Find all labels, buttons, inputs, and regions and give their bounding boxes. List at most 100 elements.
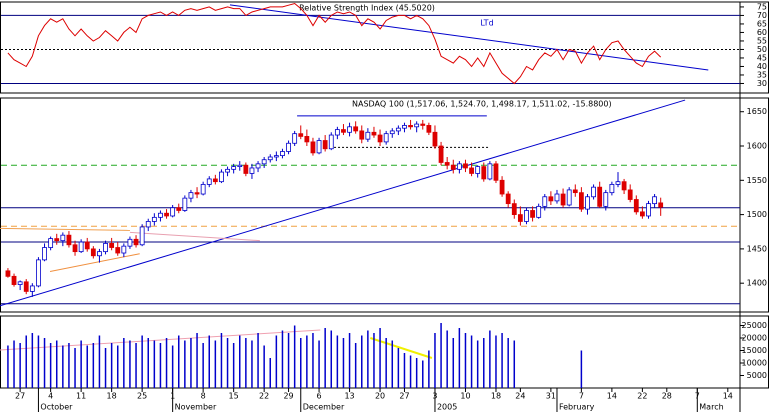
volume-bar	[43, 338, 46, 388]
candle-body	[426, 125, 432, 133]
month-label: 2005	[437, 403, 457, 412]
volume-bar	[184, 340, 186, 388]
volume-bar	[263, 345, 265, 388]
x-tick-label: 14	[607, 392, 617, 401]
candle-body	[249, 167, 255, 174]
y-tick-label: 65	[757, 19, 767, 28]
candle-body	[456, 163, 462, 170]
y-tick-label: 45	[757, 53, 767, 62]
candle-body	[615, 181, 621, 185]
candle-body	[127, 238, 133, 247]
y-tick-label: 15000	[742, 346, 767, 355]
volume-bar	[37, 335, 40, 388]
annotation: LTd	[480, 19, 493, 28]
volume-bar	[287, 333, 290, 388]
volume-bar	[324, 328, 326, 388]
candle-body	[36, 259, 41, 287]
volume-bar	[251, 340, 253, 388]
candle-body	[646, 203, 651, 217]
x-tick-label: 27	[399, 392, 409, 401]
y-tick-label: 1650	[747, 107, 767, 116]
x-tick-label: 22	[259, 392, 269, 401]
x-tick-label: 25	[137, 392, 147, 401]
volume-bar	[330, 330, 333, 388]
volume-bar	[312, 333, 314, 388]
candle-body	[255, 163, 261, 169]
candle-body	[383, 133, 389, 143]
volume-bar	[74, 348, 76, 388]
volume-bar	[177, 335, 180, 388]
candle-body	[237, 164, 243, 167]
volume-bar	[415, 358, 418, 388]
y-tick-label: 1550	[747, 176, 767, 185]
candle-body	[84, 241, 90, 250]
volume-bar	[336, 335, 339, 388]
volume-bar	[446, 330, 448, 388]
volume-bar	[507, 338, 509, 388]
candle-body	[578, 192, 584, 210]
trend-line	[49, 253, 140, 273]
y-tick-label: 1400	[747, 279, 767, 288]
volume-bar	[208, 335, 210, 388]
candle-body	[273, 155, 279, 158]
rsi-line	[7, 2, 662, 85]
x-tick-label: 10	[460, 392, 470, 401]
candle-body	[603, 192, 609, 207]
volume-bar	[483, 338, 485, 388]
volume-bar	[354, 343, 357, 388]
x-tick-label: 24	[515, 392, 525, 401]
volume-bar	[13, 340, 15, 388]
volume-bar	[171, 345, 174, 388]
candle-body	[164, 212, 169, 217]
candle-body	[42, 247, 47, 261]
trend-line	[129, 231, 260, 242]
candle-body	[72, 244, 78, 253]
x-tick-label: 18	[107, 392, 117, 401]
y-tick-label: 5000	[747, 371, 767, 380]
volume-bar	[141, 335, 143, 388]
candle-body	[267, 156, 273, 161]
trend-line	[0, 99, 686, 307]
volume-bar	[147, 338, 149, 388]
volume-bar	[409, 355, 412, 388]
candle-body	[609, 184, 615, 194]
volume-bar	[422, 360, 424, 388]
candle-body	[292, 133, 298, 144]
candle-body	[572, 189, 578, 194]
candle-body	[243, 164, 249, 174]
volume-bar	[385, 338, 387, 388]
volume-bar	[129, 340, 131, 388]
volume-bar	[159, 343, 162, 388]
candle-body	[212, 178, 218, 183]
volume-bar	[196, 333, 198, 388]
volume-bar	[397, 348, 400, 388]
candle-body	[139, 226, 145, 246]
volume-bar	[104, 348, 107, 388]
volume-bar	[489, 330, 491, 388]
x-tick-label: 13	[344, 392, 354, 401]
volume-bar	[458, 328, 461, 388]
candle-body	[298, 133, 304, 137]
volume-bar	[232, 343, 235, 388]
candle-body	[536, 205, 542, 218]
volume-bar	[123, 338, 125, 388]
candle-body	[133, 238, 139, 246]
candle-body	[365, 131, 371, 140]
x-tick-label: 7	[579, 392, 584, 401]
volume-bar	[257, 333, 259, 388]
volume-bar	[367, 330, 369, 388]
candle-body	[103, 243, 108, 253]
candle-body	[353, 126, 359, 132]
trend-line	[0, 227, 130, 231]
candle-body	[48, 238, 54, 248]
candle-body	[542, 196, 548, 207]
volume-bar	[239, 335, 241, 388]
x-tick-label: 14	[723, 392, 733, 401]
candle-body	[444, 162, 450, 166]
volume-bar	[300, 338, 302, 388]
volume-bar	[348, 333, 351, 388]
candle-body	[109, 243, 115, 248]
candle-body	[420, 123, 426, 126]
candle-body	[505, 193, 511, 205]
volume-bar	[361, 335, 363, 388]
